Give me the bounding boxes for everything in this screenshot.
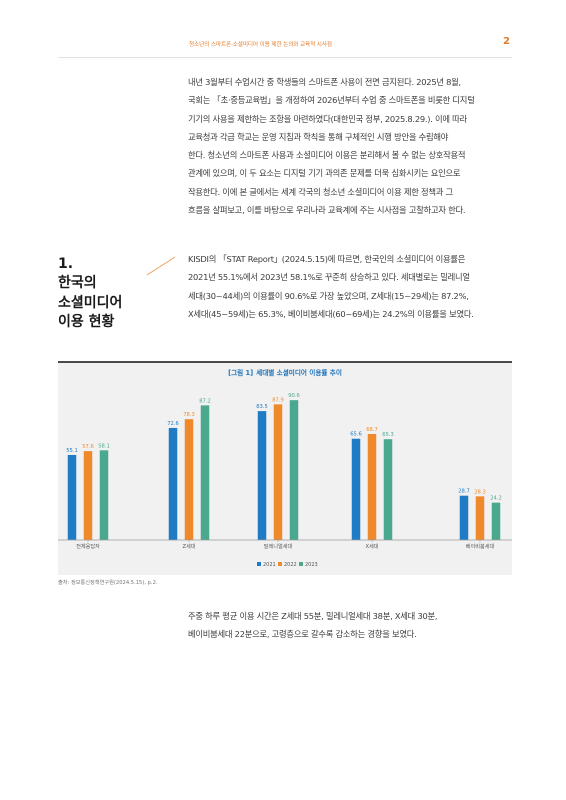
data-label-베이비붐세대-2023: 24.2 — [490, 496, 502, 502]
data-label-전체응답자-2021: 55.1 — [66, 448, 78, 454]
legend-swatch-2022 — [278, 562, 282, 566]
data-label-베이비붐세대-2021: 28.7 — [458, 489, 470, 495]
data-label-X세대-2023: 65.3 — [382, 432, 394, 438]
bar-밀레니얼세대-2022 — [273, 404, 283, 540]
section-title: 한국의 소셜미디어 이용 현황 — [58, 275, 123, 330]
bar-밀레니얼세대-2023 — [289, 400, 299, 540]
legend-swatch-2021 — [257, 562, 261, 566]
bar-전체응답자-2022 — [83, 451, 93, 540]
section-paragraph: KISDI의 「STAT Report」(2024.5.15)에 따르면, 한국… — [188, 254, 474, 319]
data-label-전체응답자-2023: 58.1 — [98, 443, 110, 449]
bar-전체응답자-2023 — [99, 450, 109, 540]
bar-Z세대-2023 — [200, 405, 210, 540]
data-label-베이비붐세대-2022: 28.3 — [474, 489, 486, 495]
x-tick-label: 베이비붐세대 — [466, 542, 495, 550]
intro-paragraph: 내년 3월부터 수업시간 중 학생들의 스마트폰 사용이 전면 금지된다. 20… — [188, 77, 475, 216]
x-tick-label: Z세대 — [182, 542, 195, 550]
data-label-Z세대-2022: 78.3 — [183, 412, 195, 418]
figure-top-rule — [58, 361, 512, 363]
bar-베이비붐세대-2023 — [491, 502, 501, 540]
legend-label-2023: 2023 — [305, 562, 318, 568]
page-number: 2 — [503, 36, 510, 47]
running-header-title: 청소년의 스마트폰·소셜미디어 이용 제한 논의와 교육적 시사점 — [189, 42, 332, 48]
data-label-X세대-2022: 68.7 — [366, 427, 378, 433]
section-number: 1. — [58, 256, 74, 272]
chart-legend: 2021 2022 2023 — [257, 562, 318, 568]
bar-베이비붐세대-2022 — [475, 496, 485, 540]
slash-decoration-icon — [146, 256, 176, 276]
legend-swatch-2023 — [299, 562, 303, 566]
data-label-밀레니얼세대-2023: 90.6 — [288, 393, 300, 399]
bar-밀레니얼세대-2021 — [257, 411, 267, 540]
data-label-전체응답자-2022: 57.6 — [82, 444, 94, 450]
legend-label-2022: 2022 — [284, 562, 297, 568]
figure-source-note: 출처: 정보통신정책연구원(2024.5.15), p.2. — [58, 580, 158, 586]
data-label-밀레니얼세대-2021: 83.5 — [256, 404, 268, 410]
header-divider — [58, 57, 512, 58]
figure-title-text: 세대별 소셜미디어 이용률 추이 — [256, 369, 342, 377]
bar-X세대-2021 — [351, 438, 361, 540]
bar-X세대-2023 — [383, 439, 393, 540]
bar-Z세대-2022 — [184, 419, 194, 540]
bar-chart: 55.1 57.6 58.1 72.6 78.3 87.2 83.5 87.9 90.6 65.6… — [58, 393, 512, 568]
ticks-layer: 전체응답자 Z세대 밀레니얼세대 X세대 베이비붐세대 — [76, 540, 495, 550]
x-tick-label: 밀레니얼세대 — [264, 542, 293, 550]
figure-label: [그림 1] — [228, 369, 254, 377]
figure-title: [그림 1] 세대별 소셜미디어 이용률 추이 — [58, 367, 512, 377]
bar-X세대-2022 — [367, 433, 377, 540]
bar-베이비붐세대-2021 — [459, 495, 469, 540]
data-label-Z세대-2023: 87.2 — [199, 398, 211, 404]
bar-전체응답자-2021 — [67, 454, 77, 540]
data-label-X세대-2021: 65.6 — [350, 432, 362, 438]
x-tick-label: 전체응답자 — [76, 542, 100, 550]
x-tick-label: X세대 — [365, 542, 378, 550]
data-label-밀레니얼세대-2022: 87.9 — [272, 397, 284, 403]
legend-label-2021: 2021 — [263, 562, 276, 568]
bars-layer: 55.1 57.6 58.1 72.6 78.3 87.2 83.5 87.9 90.6 65.6… — [66, 393, 502, 540]
data-label-Z세대-2021: 72.6 — [167, 421, 179, 427]
closing-paragraph: 주중 하루 평균 이용 시간은 Z세대 55분, 밀레니얼세대 38분, X세대… — [188, 611, 438, 640]
bar-Z세대-2021 — [168, 427, 178, 540]
